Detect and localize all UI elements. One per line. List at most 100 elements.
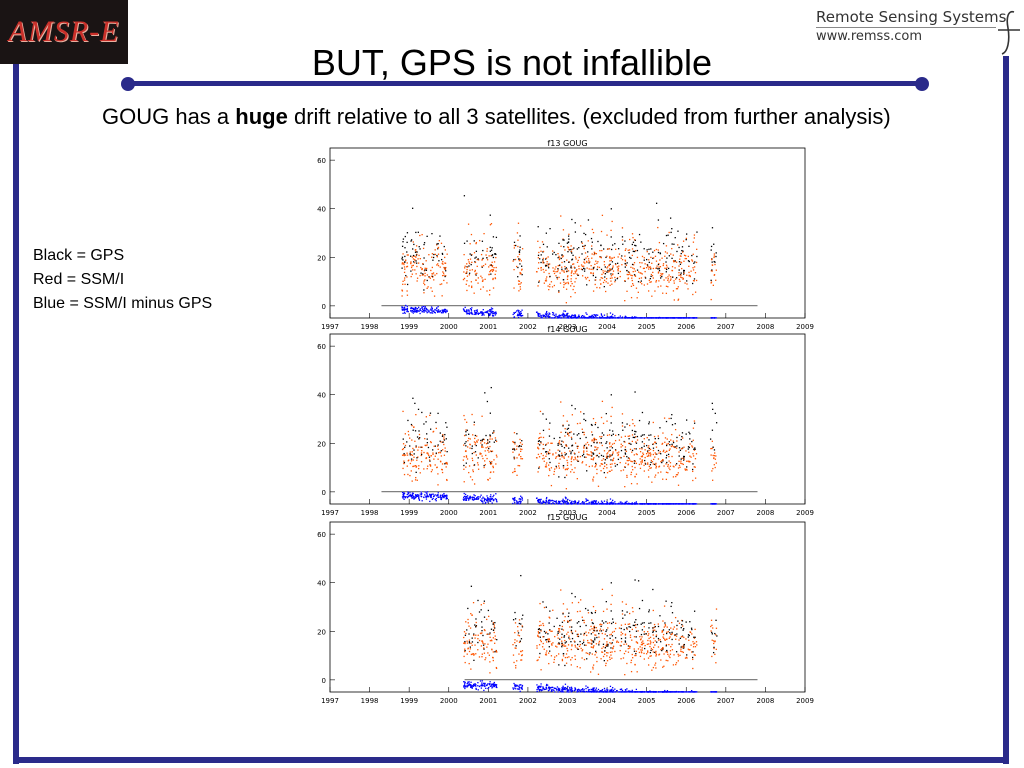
diff-point bbox=[615, 317, 617, 319]
gps-point bbox=[591, 434, 594, 436]
gps-point bbox=[464, 640, 466, 643]
ssmi-point bbox=[621, 425, 624, 427]
diff-point bbox=[488, 310, 490, 312]
gps-point bbox=[433, 253, 435, 256]
gps-point bbox=[492, 432, 494, 434]
ssmi-point bbox=[483, 232, 485, 235]
diff-point bbox=[543, 314, 546, 317]
ssmi-point bbox=[551, 644, 553, 646]
x-tick-label: 2005 bbox=[638, 697, 656, 705]
gps-point bbox=[584, 244, 586, 247]
diff-point bbox=[481, 312, 484, 314]
ssmi-point bbox=[687, 648, 689, 650]
diff-point bbox=[439, 496, 441, 498]
diff-point bbox=[406, 495, 408, 498]
ssmi-point bbox=[583, 639, 585, 641]
ssmi-point bbox=[543, 457, 545, 459]
gps-point bbox=[627, 457, 630, 459]
ssmi-point bbox=[584, 262, 586, 264]
ssmi-point bbox=[680, 274, 682, 276]
ssmi-point bbox=[537, 240, 539, 242]
ssmi-point bbox=[669, 276, 672, 278]
gps-point bbox=[668, 629, 670, 631]
ssmi-point bbox=[464, 265, 466, 267]
diff-point bbox=[688, 317, 690, 319]
gps-point bbox=[407, 419, 409, 422]
ssmi-point bbox=[629, 459, 631, 461]
ssmi-point bbox=[565, 282, 567, 284]
ssmi-point bbox=[554, 268, 556, 270]
gps-point bbox=[607, 269, 609, 272]
ssmi-point bbox=[646, 643, 649, 645]
ssmi-point bbox=[481, 656, 483, 658]
ssmi-point bbox=[401, 448, 404, 451]
ssmi-point bbox=[538, 628, 540, 631]
gps-point bbox=[678, 261, 681, 263]
diff-point bbox=[481, 314, 483, 316]
ssmi-point bbox=[641, 461, 643, 463]
ssmi-point bbox=[635, 641, 638, 643]
ssmi-point bbox=[562, 255, 565, 257]
diff-point bbox=[562, 689, 565, 691]
ssmi-point bbox=[520, 458, 522, 460]
ssmi-point bbox=[558, 440, 561, 442]
ssmi-point bbox=[710, 282, 712, 284]
diff-point bbox=[606, 501, 608, 503]
diff-point bbox=[667, 317, 669, 319]
gps-point bbox=[427, 446, 430, 449]
diff-point bbox=[543, 315, 545, 317]
diff-point bbox=[420, 309, 422, 312]
ssmi-point bbox=[432, 273, 434, 275]
diff-point bbox=[472, 685, 474, 688]
diff-point bbox=[488, 312, 490, 315]
ssmi-point bbox=[482, 265, 485, 267]
ssmi-point bbox=[468, 639, 471, 641]
diff-point bbox=[690, 503, 692, 505]
gps-point bbox=[686, 280, 688, 282]
legend-text: Black = GPS Red = SSM/I Blue = SSM/I min… bbox=[33, 244, 253, 316]
diff-point bbox=[658, 317, 660, 319]
ssmi-point bbox=[639, 458, 641, 460]
gps-point bbox=[610, 273, 612, 275]
ssmi-point bbox=[652, 449, 655, 452]
ssmi-point bbox=[409, 462, 412, 465]
ssmi-point bbox=[481, 440, 483, 442]
ssmi-point bbox=[463, 468, 465, 470]
gps-point bbox=[548, 435, 551, 437]
ssmi-point bbox=[517, 222, 520, 224]
ssmi-point bbox=[605, 476, 607, 479]
ssmi-point bbox=[475, 454, 478, 456]
gps-point bbox=[406, 232, 409, 234]
gps-point bbox=[661, 275, 663, 278]
diff-point bbox=[552, 314, 554, 316]
gps-point bbox=[562, 239, 564, 241]
ssmi-point bbox=[676, 628, 678, 630]
ssmi-point bbox=[476, 435, 478, 437]
ssmi-point bbox=[675, 663, 677, 666]
diff-point bbox=[581, 689, 583, 691]
gps-point bbox=[473, 659, 475, 662]
gps-point bbox=[644, 463, 647, 465]
ssmi-point bbox=[561, 266, 563, 268]
ssmi-point bbox=[648, 449, 650, 452]
gps-point bbox=[444, 433, 446, 436]
diff-point bbox=[621, 317, 624, 319]
gps-point bbox=[557, 268, 559, 270]
ssmi-point bbox=[612, 451, 614, 453]
ssmi-point bbox=[626, 662, 628, 665]
ssmi-point bbox=[537, 285, 539, 287]
diff-point bbox=[413, 495, 415, 498]
ssmi-point bbox=[570, 285, 572, 287]
ssmi-point bbox=[696, 644, 698, 646]
ssmi-point bbox=[628, 442, 630, 445]
gps-point bbox=[683, 455, 685, 458]
gps-point bbox=[577, 643, 579, 646]
ssmi-point bbox=[641, 455, 644, 458]
ssmi-point bbox=[624, 435, 626, 438]
ssmi-point bbox=[442, 263, 444, 265]
ssmi-point bbox=[593, 437, 596, 440]
ssmi-point bbox=[684, 282, 686, 284]
ssmi-point bbox=[666, 443, 668, 445]
ssmi-point bbox=[677, 244, 679, 246]
diff-point bbox=[471, 685, 473, 687]
